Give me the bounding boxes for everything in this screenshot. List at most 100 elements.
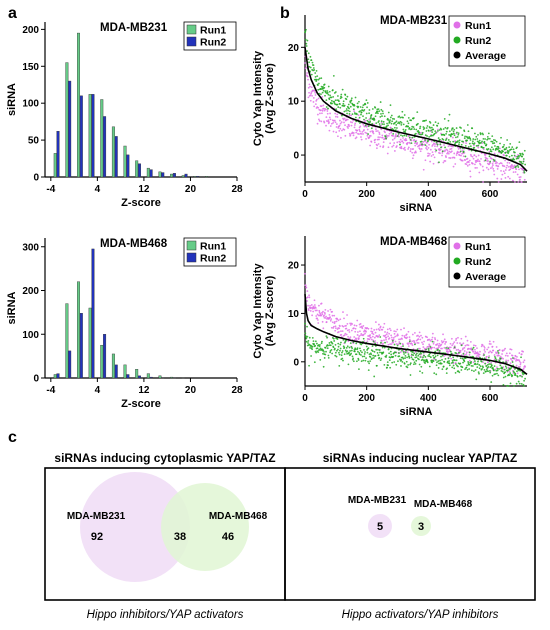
scatter-point [459,349,462,352]
scatter-point [393,150,396,152]
scatter-point [401,360,404,363]
scatter-point [323,109,326,112]
y-axis-title: siRNA [6,83,18,116]
scatter-point [413,142,416,145]
scatter-point [405,139,408,142]
scatter-point [323,314,325,317]
scatter-point [505,359,508,362]
bar-run1 [123,364,127,379]
scatter-point [314,340,317,343]
scatter-point [371,357,374,360]
scatter-point [370,140,373,143]
scatter-point [518,168,520,171]
scatter-point [439,152,441,155]
scatter-point [345,108,348,110]
scatter-point [388,327,391,330]
scatter-point [310,73,313,76]
scatter-point [418,335,421,338]
scatter-point [424,144,427,147]
bar-run1 [53,153,57,178]
scatter-point [418,358,420,361]
scatter-point [428,143,431,146]
scatter-point [469,145,472,148]
scatter-point [316,319,319,321]
scatter-point [365,357,367,360]
scatter-point [323,350,325,353]
scatter-point [376,144,379,147]
scatter-point [431,151,434,154]
scatter-point [451,127,454,130]
scatter-point [365,117,367,119]
scatter-point [519,153,522,156]
scatter-point [504,148,507,151]
scatter-point [340,341,342,344]
scatter-point [350,349,353,352]
scatter-point [338,100,340,103]
scatter-point [440,128,443,131]
scatter-point [315,80,318,82]
scatter-point [370,338,373,341]
scatter-point [378,334,381,337]
scatter-point [361,351,363,354]
scatter-point [504,151,507,154]
bar-run1 [88,94,92,178]
scatter-point [348,107,350,110]
scatter-point [342,338,345,341]
scatter-point [521,155,523,158]
scatter-point [306,290,309,292]
scatter-point [424,159,427,162]
scatter-point [407,364,410,366]
scatter-point [421,336,424,339]
scatter-point [331,314,334,317]
scatter-point [305,28,307,31]
scatter-point [471,140,474,143]
scatter-point [513,385,515,387]
scatter-point [434,350,437,353]
bar-run1 [77,32,80,178]
x-axis-title: siRNA [399,202,432,214]
scatter-point [379,325,382,328]
scatter-point [467,344,470,347]
scatter-point [441,152,444,154]
scatter-point [501,366,504,369]
scatter-point [362,104,365,107]
scatter-point [437,347,439,350]
scatter-point [344,341,346,344]
scatter-point [365,345,368,348]
scatter-point [378,120,380,122]
scatter-point [441,154,443,157]
legend-label-run1: Run1 [465,241,491,253]
scatter-point [508,146,511,149]
scatter-point [322,107,325,110]
scatter-point [509,362,512,365]
scatter-point [333,119,336,122]
scatter-point [357,114,360,117]
scatter-point [483,142,486,145]
scatter-point [443,134,446,137]
bar-run2 [196,176,200,178]
scatter-point [470,361,473,363]
scatter-point [389,142,392,145]
scatter-point [345,339,347,342]
scatter-point [451,133,454,136]
scatter-point [436,354,439,357]
scatter-point [388,121,391,124]
scatter-point [471,348,474,351]
scatter-point [392,341,395,344]
scatter-point [476,160,479,163]
scatter-point [474,167,477,169]
scatter-point [518,352,521,354]
scatter-point [376,138,379,141]
scatter-point [330,318,333,320]
scatter-point [511,361,514,363]
scatter-point [385,137,387,140]
scatter-point [485,143,488,146]
scatter-point [516,146,518,149]
scatter-point [483,345,485,348]
scatter-point [340,121,343,124]
scatter-point [409,150,412,153]
scatter-point [411,333,414,336]
scatter-point [385,354,388,357]
scatter-point [408,336,411,339]
scatter-point [502,376,505,379]
